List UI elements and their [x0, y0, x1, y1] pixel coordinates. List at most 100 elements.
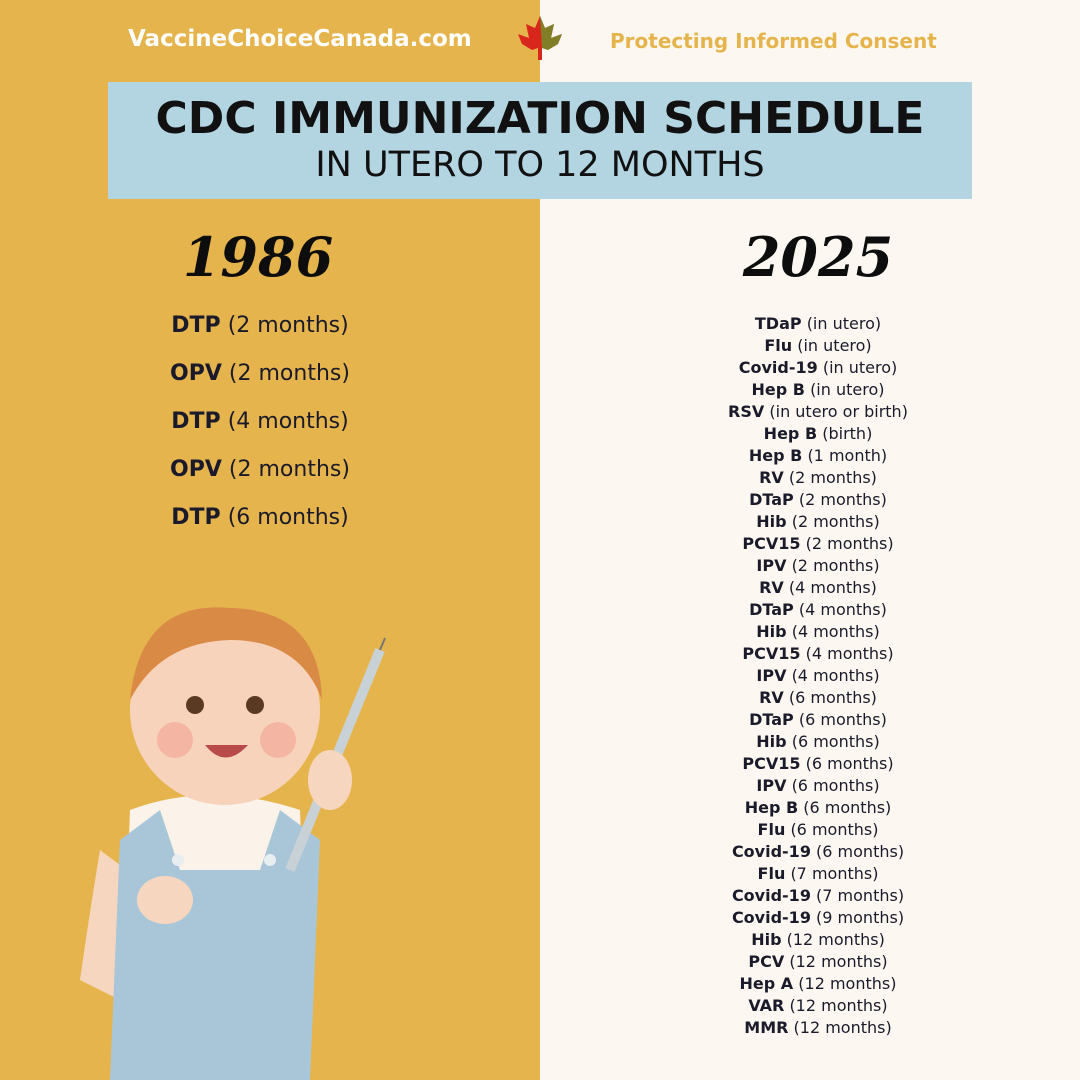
vaccine-name: DTP: [171, 409, 221, 434]
vaccine-name: RV: [759, 578, 784, 597]
vaccine-timing: (7 months): [790, 864, 879, 883]
vaccine-name: MMR: [744, 1018, 789, 1037]
schedule-item: DTaP (4 months): [668, 600, 968, 619]
vaccine-timing: (2 months): [228, 361, 350, 386]
vaccine-name: Hib: [756, 512, 787, 531]
tagline: Protecting Informed Consent: [610, 29, 937, 53]
schedule-item: Covid-19 (6 months): [668, 842, 968, 861]
vaccine-timing: (12 months): [789, 996, 888, 1015]
schedule-item: Hib (4 months): [668, 622, 968, 641]
schedule-item: Flu (6 months): [668, 820, 968, 839]
vaccine-timing: (2 months): [791, 512, 880, 531]
schedule-item: Flu (7 months): [668, 864, 968, 883]
vaccine-name: TDaP: [754, 314, 802, 333]
vaccine-timing: (2 months): [788, 468, 877, 487]
vaccine-name: Hib: [756, 732, 787, 751]
vaccine-name: Hep B: [763, 424, 818, 443]
vaccine-timing: (2 months): [228, 457, 350, 482]
vaccine-name: OPV: [170, 457, 222, 482]
vaccine-name: OPV: [170, 361, 222, 386]
vaccine-timing: (6 months): [798, 710, 887, 729]
schedule-item: RV (2 months): [668, 468, 968, 487]
schedule-item: RV (6 months): [668, 688, 968, 707]
vaccine-name: Flu: [757, 864, 786, 883]
subtitle: IN UTERO TO 12 MONTHS: [315, 145, 765, 185]
maple-leaf: [518, 16, 562, 60]
schedule-item: IPV (4 months): [668, 666, 968, 685]
schedule-item: DTP (4 months): [110, 409, 410, 434]
vaccine-name: Hib: [756, 622, 787, 641]
schedule-item: DTP (6 months): [110, 505, 410, 530]
vaccine-timing: (6 months): [791, 776, 880, 795]
vaccine-name: RSV: [728, 402, 765, 421]
vaccine-timing: (4 months): [798, 600, 887, 619]
vaccine-timing: (7 months): [816, 886, 905, 905]
vaccine-name: Flu: [757, 820, 786, 839]
title-box: CDC IMMUNIZATION SCHEDULE IN UTERO TO 12…: [108, 82, 972, 199]
vaccine-name: Covid-19: [731, 908, 811, 927]
vaccine-timing: (4 months): [227, 409, 349, 434]
vaccine-name: PCV15: [742, 534, 801, 553]
vaccine-timing: (in utero): [810, 380, 885, 399]
vaccine-name: RV: [759, 688, 784, 707]
schedule-item: PCV15 (4 months): [668, 644, 968, 663]
vaccine-name: Covid-19: [738, 358, 818, 377]
vaccine-timing: (2 months): [798, 490, 887, 509]
vaccine-timing: (9 months): [816, 908, 905, 927]
vaccine-timing: (birth): [822, 424, 873, 443]
vaccine-timing: (12 months): [793, 1018, 892, 1037]
schedule-item: MMR (12 months): [668, 1018, 968, 1037]
vaccine-name: Hep B: [748, 446, 803, 465]
schedule-item: DTaP (6 months): [668, 710, 968, 729]
site-name: VaccineChoiceCanada.com: [128, 26, 472, 52]
vaccine-name: PCV15: [742, 754, 801, 773]
vaccine-timing: (4 months): [788, 578, 877, 597]
vaccine-name: Flu: [764, 336, 793, 355]
vaccine-timing: (4 months): [791, 666, 880, 685]
vaccine-timing: (6 months): [816, 842, 905, 861]
schedule-item: DTP (2 months): [110, 313, 410, 338]
vaccine-timing: (12 months): [786, 930, 885, 949]
schedule-item: IPV (2 months): [668, 556, 968, 575]
vaccine-timing: (12 months): [798, 974, 897, 993]
schedule-item: RSV (in utero or birth): [668, 402, 968, 421]
vaccine-timing: (6 months): [227, 505, 349, 530]
vaccine-timing: (2 months): [805, 534, 894, 553]
vaccine-name: DTaP: [749, 490, 794, 509]
schedule-item: OPV (2 months): [110, 457, 410, 482]
vaccine-name: IPV: [756, 556, 787, 575]
vaccine-timing: (6 months): [805, 754, 894, 773]
year-left: 1986: [182, 225, 334, 289]
vaccine-timing: (in utero): [822, 358, 898, 377]
schedule-item: Covid-19 (9 months): [668, 908, 968, 927]
vaccine-name: Covid-19: [731, 886, 811, 905]
schedule-item: Hep B (in utero): [668, 380, 968, 399]
vaccine-name: Covid-19: [731, 842, 811, 861]
vaccine-name: Hep A: [739, 974, 794, 993]
schedule-item: Covid-19 (in utero): [668, 358, 968, 377]
schedule-item: PCV15 (6 months): [668, 754, 968, 773]
vaccine-name: DTaP: [749, 710, 794, 729]
schedule-item: Hib (12 months): [668, 930, 968, 949]
schedule-item: IPV (6 months): [668, 776, 968, 795]
schedule-item: TDaP (in utero): [668, 314, 968, 333]
schedule-item: Hep A (12 months): [668, 974, 968, 993]
baby-illustration: [80, 607, 386, 1080]
schedule-item: Hep B (6 months): [668, 798, 968, 817]
title: CDC IMMUNIZATION SCHEDULE: [155, 93, 925, 144]
vaccine-name: PCV15: [742, 644, 801, 663]
vaccine-timing: (6 months): [791, 732, 880, 751]
vaccine-timing: (in utero): [797, 336, 872, 355]
year-right: 2025: [742, 225, 894, 289]
vaccine-timing: (2 months): [791, 556, 880, 575]
vaccine-timing: (1 month): [807, 446, 888, 465]
vaccine-timing: (12 months): [789, 952, 888, 971]
vaccine-timing: (4 months): [805, 644, 894, 663]
vaccine-name: VAR: [748, 996, 785, 1015]
schedule-item: Flu (in utero): [668, 336, 968, 355]
vaccine-timing: (6 months): [788, 688, 877, 707]
vaccine-name: Hib: [751, 930, 782, 949]
vaccine-name: DTP: [171, 505, 221, 530]
schedule-item: VAR (12 months): [668, 996, 968, 1015]
